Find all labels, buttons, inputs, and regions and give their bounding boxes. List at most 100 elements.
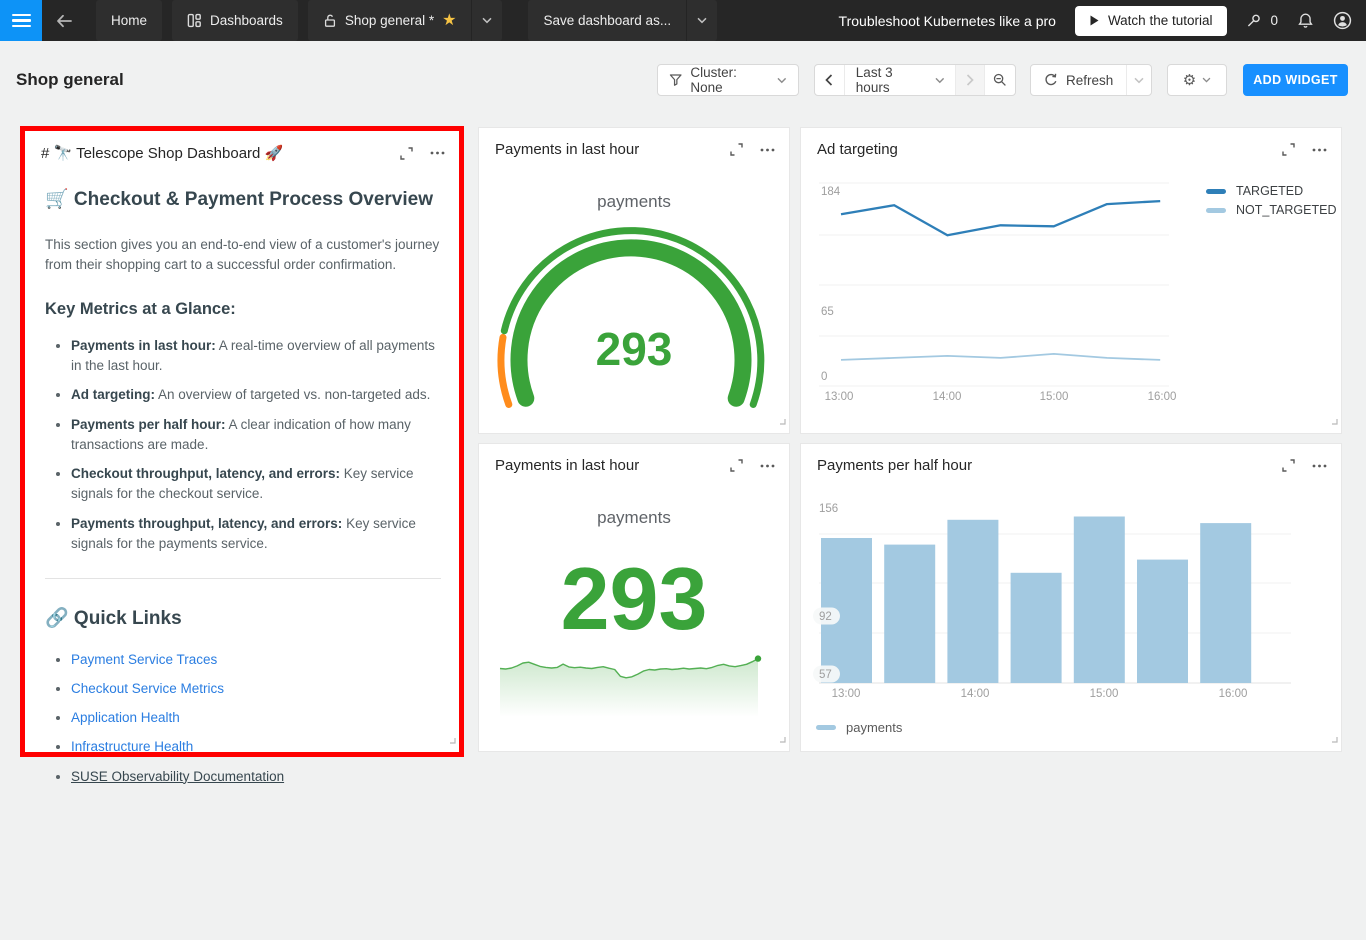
legend-item[interactable]: NOT_TARGETED (1206, 203, 1336, 217)
notifications-button[interactable] (1297, 12, 1314, 29)
settings-control[interactable]: ⚙ (1167, 64, 1227, 96)
favorite-star-icon[interactable]: ★ (442, 11, 457, 29)
expand-widget-button[interactable] (730, 143, 743, 156)
tab-dashboards[interactable]: Dashboards (172, 0, 298, 41)
chevron-down-icon (1202, 77, 1211, 83)
tab-shop-general-menu-button[interactable] (471, 0, 503, 41)
svg-text:65: 65 (821, 306, 834, 318)
back-button[interactable] (42, 0, 86, 41)
more-icon (760, 148, 775, 151)
quick-link-item: Infrastructure Health (71, 737, 441, 757)
gauge-chart[interactable] (479, 128, 791, 433)
expand-icon (1282, 143, 1295, 156)
tab-shop-general[interactable]: Shop general * ★ (307, 0, 472, 41)
bar-chart-legend[interactable]: payments (816, 720, 902, 735)
topbar-right-section: Troubleshoot Kubernetes like a pro Watch… (839, 0, 1366, 41)
tab-home[interactable]: Home (96, 0, 163, 41)
markdown-widget: # 🔭 Telescope Shop Dashboard 🚀 🛒 Checkou… (25, 131, 459, 784)
back-arrow-icon (56, 14, 72, 27)
resize-handle[interactable] (1329, 412, 1338, 430)
resize-handle[interactable] (777, 730, 786, 748)
expand-widget-button[interactable] (1282, 143, 1295, 156)
widget-menu-button[interactable] (760, 464, 775, 468)
resize-handle[interactable] (1329, 730, 1338, 748)
quick-link-item: Payment Service Traces (71, 650, 441, 670)
watch-tutorial-button[interactable]: Watch the tutorial (1074, 5, 1228, 36)
time-range-button[interactable]: Last 3 hours (843, 65, 956, 95)
payments-gauge-widget: Payments in last hour payments 293 (478, 127, 790, 434)
legend-item[interactable]: TARGETED (1206, 184, 1336, 198)
quick-links-heading: 🔗 Quick Links (45, 608, 182, 629)
metric-item: Payments throughput, latency, and errors… (71, 514, 441, 555)
gauge-metric-label: payments (597, 192, 671, 211)
expand-widget-button[interactable] (1282, 459, 1295, 472)
ad-targeting-chart[interactable]: 184 65 0 13:00 14:00 15:00 16:00 (801, 128, 1341, 433)
chevron-left-icon (825, 74, 833, 86)
metric-item: Checkout throughput, latency, and errors… (71, 464, 441, 505)
metric-item: Payments in last hour: A real-time overv… (71, 336, 441, 377)
time-forward-button[interactable] (955, 65, 985, 95)
time-back-button[interactable] (815, 65, 844, 95)
unlock-icon (324, 14, 335, 27)
chevron-down-icon (777, 77, 787, 83)
quick-link[interactable]: Infrastructure Health (71, 739, 194, 755)
resize-handle[interactable] (777, 412, 786, 430)
svg-text:15:00: 15:00 (1090, 688, 1119, 700)
refresh-menu-button[interactable] (1126, 65, 1151, 95)
avatar-icon (1333, 11, 1352, 30)
widget-menu-button[interactable] (430, 151, 445, 155)
widget-menu-button[interactable] (1312, 464, 1327, 468)
widget-title: Ad targeting (817, 141, 898, 158)
widget-menu-button[interactable] (760, 148, 775, 152)
quick-link-item: Application Health (71, 708, 441, 728)
zoom-out-icon (993, 73, 1006, 86)
hamburger-menu-button[interactable] (0, 0, 42, 41)
markdown-content: 🛒 Checkout & Payment Process Overview Th… (45, 171, 441, 796)
payments-sparkline-chart[interactable] (497, 640, 765, 722)
quick-link[interactable]: Checkout Service Metrics (71, 680, 225, 696)
refresh-button[interactable]: Refresh (1031, 65, 1126, 95)
quick-link[interactable]: SUSE Observability Documentation (71, 768, 285, 784)
svg-text:13:00: 13:00 (832, 688, 861, 700)
save-dashboard-as-label: Save dashboard as... (543, 13, 672, 28)
payments-per-half-hour-widget: Payments per half hour 156 92 57 13:00 14:00… (800, 443, 1342, 752)
metrics-list: Payments in last hour: A real-time overv… (45, 336, 441, 554)
quick-link-item: Checkout Service Metrics (71, 679, 441, 699)
zoom-out-time-button[interactable] (984, 65, 1015, 95)
legend-label: NOT_TARGETED (1236, 203, 1337, 217)
cluster-filter-button[interactable]: Cluster: None (657, 64, 799, 96)
legend-label: TARGETED (1236, 184, 1304, 198)
expand-widget-button[interactable] (400, 146, 413, 160)
resize-corner-icon (450, 738, 456, 744)
quick-link[interactable]: Application Health (71, 710, 180, 725)
chevron-down-icon (482, 17, 493, 24)
resize-corner-icon (780, 737, 786, 743)
refresh-icon (1045, 73, 1057, 86)
promo-text: Troubleshoot Kubernetes like a pro (838, 12, 1056, 29)
gear-icon: ⚙ (1182, 71, 1197, 89)
gauge-value: 293 (595, 323, 673, 375)
widget-menu-button[interactable] (1312, 148, 1327, 152)
save-dashboard-as-button[interactable]: Save dashboard as... (528, 0, 687, 41)
play-icon (1090, 15, 1099, 26)
page-title: Shop general (16, 70, 124, 89)
resize-handle[interactable] (447, 731, 456, 749)
number-value: 293 (560, 549, 708, 648)
user-menu-button[interactable] (1333, 11, 1352, 30)
expand-widget-button[interactable] (730, 459, 743, 472)
add-widget-button[interactable]: ADD WIDGET (1243, 64, 1348, 96)
tab-dashboards-label: Dashboards (210, 13, 283, 28)
hamburger-icon (11, 11, 31, 31)
metric-item: Ad targeting: An overview of targeted vs… (71, 385, 441, 405)
tab-shop-general-group: Shop general * ★ (307, 0, 503, 41)
resize-corner-icon (780, 419, 786, 425)
legend-swatch (1206, 188, 1226, 194)
quick-link[interactable]: Payment Service Traces (71, 651, 218, 667)
pinned-items-button[interactable]: 0 (1246, 13, 1278, 29)
save-dashboard-menu-button[interactable] (686, 0, 718, 41)
widget-title: Payments in last hour (495, 141, 640, 158)
metrics-heading: Key Metrics at a Glance: (45, 300, 236, 318)
resize-corner-icon (1332, 737, 1338, 743)
